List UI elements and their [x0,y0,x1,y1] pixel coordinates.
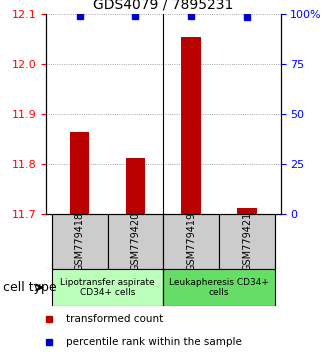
Text: GSM779418: GSM779418 [75,212,85,271]
Bar [182,37,201,214]
Bar [52,269,163,306]
Text: percentile rank within the sample: percentile rank within the sample [66,337,242,348]
Title: GDS4079 / 7895231: GDS4079 / 7895231 [93,0,234,12]
Text: transformed count: transformed count [66,314,164,324]
Bar [52,214,108,269]
Bar [219,214,275,269]
Text: cell type: cell type [3,281,57,294]
Bar [163,269,275,306]
Bar [108,214,163,269]
Bar [237,208,257,214]
Text: Lipotransfer aspirate
CD34+ cells: Lipotransfer aspirate CD34+ cells [60,278,155,297]
Text: GSM779421: GSM779421 [242,212,252,271]
Text: GSM779420: GSM779420 [130,212,141,271]
Bar [70,132,89,214]
Text: GSM779419: GSM779419 [186,212,196,271]
Text: Leukapheresis CD34+
cells: Leukapheresis CD34+ cells [169,278,269,297]
Bar [163,214,219,269]
Bar [126,158,145,214]
